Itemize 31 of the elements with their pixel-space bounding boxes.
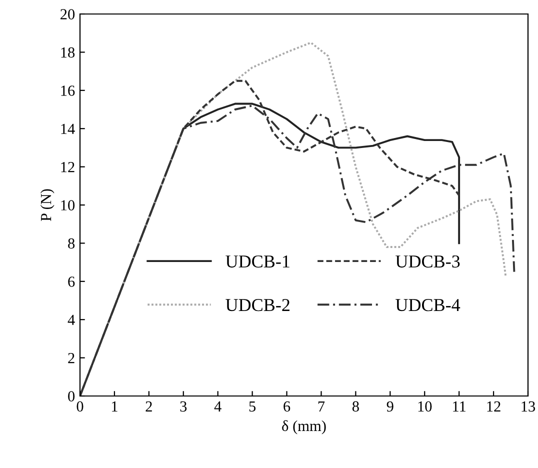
y-tick-label: 18 — [61, 47, 75, 58]
x-tick-label: 1 — [112, 401, 118, 412]
y-tick-label: 6 — [68, 276, 75, 287]
legend-label: UDCB-3 — [396, 255, 460, 268]
y-tick-label: 16 — [61, 86, 75, 96]
legend-label: UDCB-1 — [226, 255, 290, 268]
y-axis-title: P (N) — [40, 189, 54, 222]
x-tick-label: 7 — [318, 401, 325, 412]
x-tick-label: 6 — [284, 401, 290, 412]
x-axis-title: δ (mm) — [282, 420, 326, 434]
x-tick-label: 13 — [522, 401, 536, 412]
y-tick-label: 12 — [61, 162, 74, 172]
x-tick-label: 12 — [487, 401, 500, 412]
y-tick-label: 4 — [68, 314, 75, 325]
x-tick-label: 4 — [214, 401, 222, 412]
x-tick-label: 8 — [352, 401, 359, 412]
y-tick-label: 20 — [60, 9, 75, 20]
y-tick-label: 8 — [68, 238, 75, 249]
x-tick-label: 0 — [76, 401, 84, 412]
y-tick-label: 0 — [68, 391, 75, 402]
x-tick-label: 5 — [249, 401, 256, 412]
x-tick-label: 9 — [386, 401, 394, 412]
y-tick-label: 2 — [68, 352, 74, 364]
x-tick-label: 2 — [146, 401, 152, 412]
x-tick-label: 11 — [453, 401, 466, 412]
x-tick-label: 3 — [180, 401, 187, 412]
x-tick-label: 10 — [418, 401, 432, 412]
legend-label: UDCB-2 — [226, 299, 290, 312]
y-tick-label: 14 — [61, 124, 75, 134]
y-tick-label: 10 — [61, 200, 75, 210]
legend-label: UDCB-4 — [396, 299, 460, 312]
